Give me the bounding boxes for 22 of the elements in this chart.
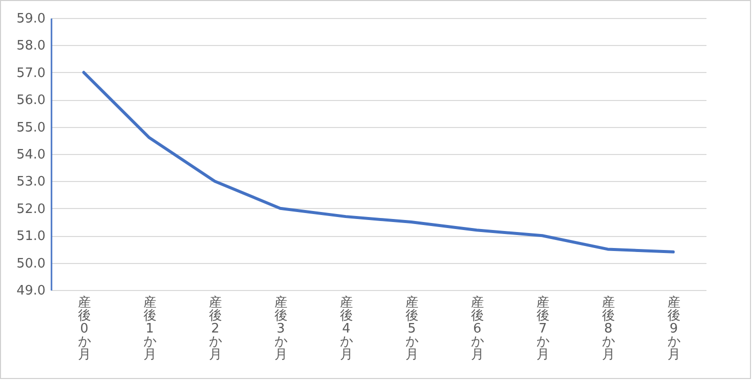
y-tick-label: 52.0	[16, 202, 46, 217]
x-tick-label: 産後3か月	[274, 294, 288, 362]
x-tick-label: 産後1か月	[143, 294, 156, 362]
x-tick-label: 産後2か月	[208, 294, 222, 362]
x-tick-label: 産後4か月	[340, 294, 353, 362]
y-tick-label: 54.0	[16, 148, 46, 162]
line-series	[82, 70, 675, 254]
x-tick-label: 産後5か月	[405, 294, 418, 362]
y-tick-label: 56.0	[16, 93, 46, 108]
x-tick-label: 産後9か月	[667, 294, 680, 362]
x-tick-label: 産後7か月	[536, 294, 550, 362]
y-tick-label: 59.0	[16, 12, 46, 26]
x-tick-label: 産後8か月	[602, 294, 615, 362]
y-tick-label: 58.0	[16, 38, 46, 54]
y-tick-label: 55.0	[16, 120, 46, 136]
y-tick-label: 53.0	[16, 174, 46, 190]
x-tick-label: 産後0か月	[78, 294, 91, 362]
y-tick-label: 51.0	[16, 229, 46, 244]
y-tick-label: 50.0	[16, 256, 46, 272]
y-tick-label: 49.0	[16, 284, 46, 298]
x-tick-label: 産後6か月	[470, 294, 484, 362]
y-tick-label: 57.0	[16, 66, 46, 81]
